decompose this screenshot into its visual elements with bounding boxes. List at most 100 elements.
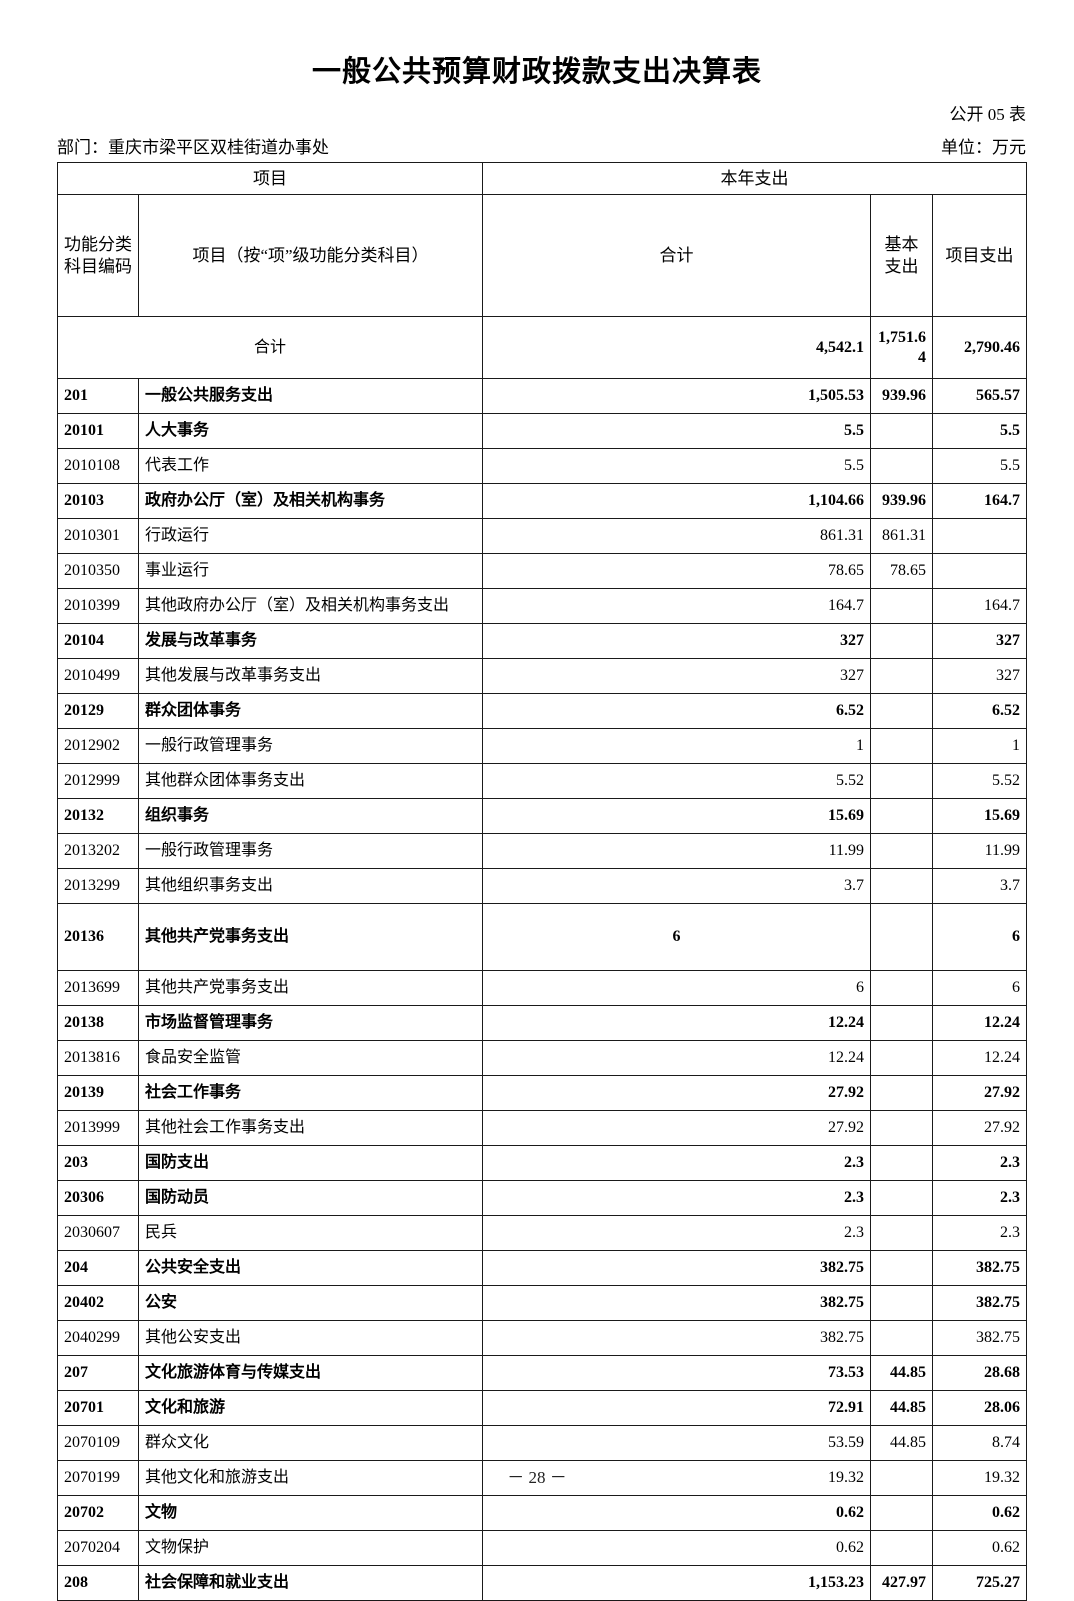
row-total: 12.24: [482, 1005, 871, 1041]
row-total: 72.91: [482, 1390, 871, 1426]
row-name: 国防支出: [138, 1145, 483, 1181]
row-name: 其他群众团体事务支出: [138, 763, 483, 799]
row-name: 文物: [138, 1495, 483, 1531]
row-project: 327: [932, 658, 1027, 694]
row-total: 0.62: [482, 1495, 871, 1531]
row-code: 2010108: [57, 448, 139, 484]
table-header-column-row: 功能分类 科目编码 项目（按“项”级功能分类科目） 合计 基本支出 项目支出: [57, 194, 1027, 317]
row-total: 2.3: [482, 1180, 871, 1216]
row-code: 2010399: [57, 588, 139, 624]
row-total: 78.65: [482, 553, 871, 589]
row-total: 861.31: [482, 518, 871, 554]
row-total: 327: [482, 623, 871, 659]
row-total: 12.24: [482, 1040, 871, 1076]
row-project: 15.69: [932, 798, 1027, 834]
row-basic: 939.96: [870, 378, 933, 414]
row-project: 27.92: [932, 1110, 1027, 1146]
header-col-code-line2: 科目编码: [64, 256, 132, 276]
row-basic: [870, 1320, 933, 1356]
header-col-total: 合计: [482, 194, 871, 317]
row-code: 20103: [57, 483, 139, 519]
row-basic: [870, 903, 933, 971]
table-row: 204 公共安全支出 382.75 382.75: [57, 1250, 1027, 1286]
budget-expenditure-table: 项目 本年支出 功能分类 科目编码 项目（按“项”级功能分类科目） 合计 基本支…: [57, 162, 1027, 1601]
row-code: 2070199: [57, 1460, 139, 1496]
row-project: 12.24: [932, 1005, 1027, 1041]
row-basic: 44.85: [870, 1390, 933, 1426]
row-name: 一般行政管理事务: [138, 833, 483, 869]
row-basic: [870, 1495, 933, 1531]
row-code: 2040299: [57, 1320, 139, 1356]
row-basic: [870, 1250, 933, 1286]
row-basic: [870, 1530, 933, 1566]
row-basic: 78.65: [870, 553, 933, 589]
row-basic: [870, 798, 933, 834]
row-total: 6: [482, 970, 871, 1006]
header-col-code: 功能分类 科目编码: [57, 194, 139, 317]
row-total: 27.92: [482, 1075, 871, 1111]
row-name: 组织事务: [138, 798, 483, 834]
row-project: 28.68: [932, 1355, 1027, 1391]
row-basic: [870, 1110, 933, 1146]
row-code: 2013816: [57, 1040, 139, 1076]
row-basic: 44.85: [870, 1355, 933, 1391]
row-code: 20104: [57, 623, 139, 659]
row-name: 其他政府办公厅（室）及相关机构事务支出: [138, 588, 483, 624]
row-basic: [870, 588, 933, 624]
row-project: 164.7: [932, 483, 1027, 519]
row-total: 2.3: [482, 1215, 871, 1251]
row-total: 5.5: [482, 413, 871, 449]
table-row: 20402 公安 382.75 382.75: [57, 1285, 1027, 1321]
row-name: 其他组织事务支出: [138, 868, 483, 904]
row-code: 20402: [57, 1285, 139, 1321]
row-name: 社会工作事务: [138, 1075, 483, 1111]
row-total: 382.75: [482, 1320, 871, 1356]
row-name: 其他共产党事务支出: [138, 903, 483, 971]
row-project: 382.75: [932, 1320, 1027, 1356]
row-total: 3.7: [482, 868, 871, 904]
table-row: 20101 人大事务 5.5 5.5: [57, 413, 1027, 449]
row-name: 食品安全监管: [138, 1040, 483, 1076]
unit-label: 单位：万元: [941, 138, 1026, 157]
row-project: 0.62: [932, 1530, 1027, 1566]
row-code: 203: [57, 1145, 139, 1181]
row-code: 20306: [57, 1180, 139, 1216]
row-project: 565.57: [932, 378, 1027, 414]
row-total: 327: [482, 658, 871, 694]
row-code: 2010499: [57, 658, 139, 694]
row-total: 2.3: [482, 1145, 871, 1181]
table-row: 20103 政府办公厅（室）及相关机构事务 1,104.66 939.96 164.7: [57, 483, 1027, 519]
row-code: 207: [57, 1355, 139, 1391]
row-basic: [870, 1285, 933, 1321]
row-project: 2.3: [932, 1180, 1027, 1216]
row-project: 1: [932, 728, 1027, 764]
grand-total-label: 合计: [57, 316, 483, 379]
row-name: 群众文化: [138, 1425, 483, 1461]
row-basic: [870, 728, 933, 764]
row-code: 2030607: [57, 1215, 139, 1251]
row-name: 其他文化和旅游支出: [138, 1460, 483, 1496]
row-project: 382.75: [932, 1250, 1027, 1286]
row-project: 6.52: [932, 693, 1027, 729]
row-name: 其他共产党事务支出: [138, 970, 483, 1006]
row-project: 28.06: [932, 1390, 1027, 1426]
table-row: 203 国防支出 2.3 2.3: [57, 1145, 1027, 1181]
row-project: 5.5: [932, 448, 1027, 484]
header-group-item: 项目: [57, 162, 483, 195]
row-total: 6: [482, 903, 871, 971]
row-total: 15.69: [482, 798, 871, 834]
row-name: 其他发展与改革事务支出: [138, 658, 483, 694]
table-row: 2013999 其他社会工作事务支出 27.92 27.92: [57, 1110, 1027, 1146]
row-code: 2013699: [57, 970, 139, 1006]
header-col-project: 项目支出: [932, 194, 1027, 317]
table-row: 20306 国防动员 2.3 2.3: [57, 1180, 1027, 1216]
row-total: 5.5: [482, 448, 871, 484]
row-code: 2012902: [57, 728, 139, 764]
row-code: 20701: [57, 1390, 139, 1426]
row-name: 民兵: [138, 1215, 483, 1251]
row-code: 2013202: [57, 833, 139, 869]
row-total: 1,153.23: [482, 1565, 871, 1601]
table-row: 20132 组织事务 15.69 15.69: [57, 798, 1027, 834]
row-basic: [870, 413, 933, 449]
row-code: 2013299: [57, 868, 139, 904]
